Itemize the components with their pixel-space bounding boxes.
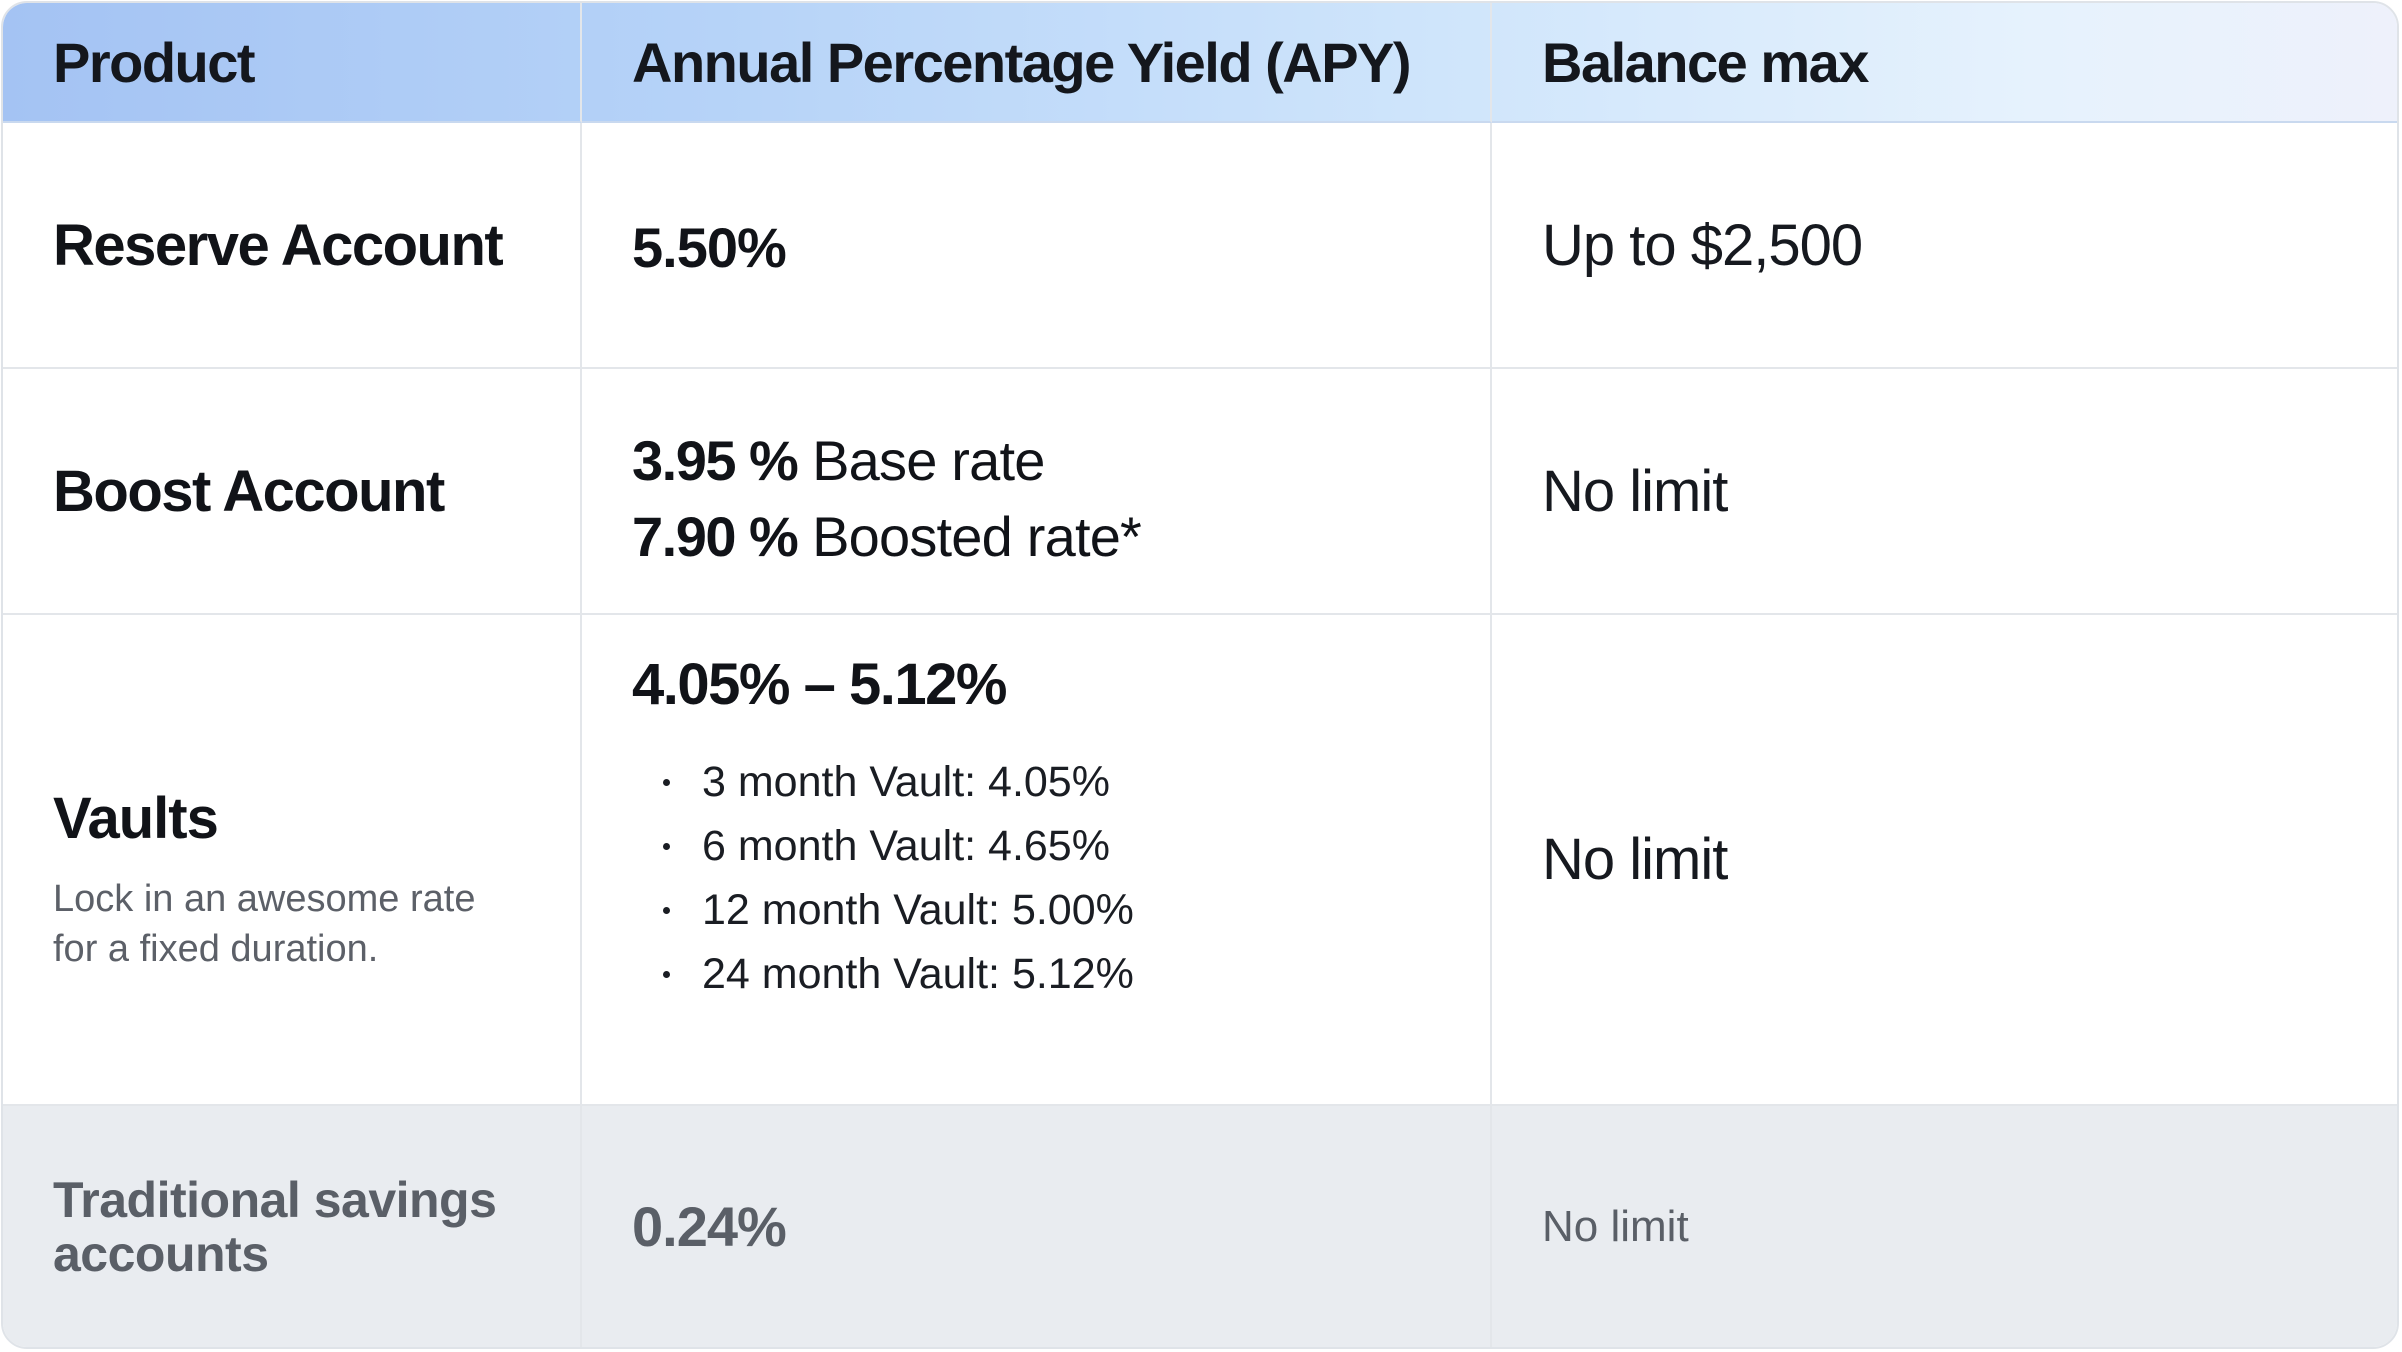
vault-list-item: 3 month Vault: 4.05% [632, 750, 1134, 814]
row-traditional-product-label: Traditional savings accounts [53, 1171, 497, 1282]
row-reserve-apy-cell: 5.50% [582, 123, 1492, 369]
row-vaults-apy-cell: 4.05% – 5.12% 3 month Vault: 4.05% 6 mon… [582, 615, 1492, 1106]
row-vaults-balance: No limit [1492, 615, 2397, 1106]
row-reserve-product: Reserve Account [3, 123, 582, 369]
header-apy: Annual Percentage Yield (APY) [582, 3, 1492, 123]
row-vaults-product-cell: Vaults Lock in an awesome rate for a fix… [3, 615, 582, 1106]
header-product: Product [3, 3, 582, 123]
row-boost-product: Boost Account [3, 369, 582, 615]
row-vaults-apy-range: 4.05% – 5.12% [632, 652, 1007, 717]
boost-boosted-line: 7.90 % Boosted rate* [632, 499, 1142, 575]
boost-base-line: 3.95 % Base rate [632, 423, 1141, 499]
row-traditional-apy: 0.24% [582, 1106, 1492, 1347]
row-traditional-balance: No limit [1492, 1106, 2397, 1347]
header-balance: Balance max [1492, 3, 2397, 123]
row-boost-balance: No limit [1492, 369, 2397, 615]
row-vaults-description: Lock in an awesome rate for a fixed dura… [53, 878, 476, 970]
row-vaults-product: Vaults [53, 786, 219, 851]
row-reserve-apy: 5.50% [632, 216, 787, 279]
row-traditional-product: Traditional savings accounts [3, 1106, 582, 1347]
row-reserve-balance: Up to $2,500 [1492, 123, 2397, 369]
vault-list-item: 6 month Vault: 4.65% [632, 814, 1134, 878]
vault-list-item: 12 month Vault: 5.00% [632, 878, 1134, 942]
vault-list-item: 24 month Vault: 5.12% [632, 942, 1134, 1006]
boost-boosted-label: Boosted rate* [812, 505, 1142, 568]
row-boost-apy-cell: 3.95 % Base rate 7.90 % Boosted rate* [582, 369, 1492, 615]
boost-base-value: 3.95 % [632, 429, 799, 492]
header-background [3, 3, 2397, 123]
vault-list: 3 month Vault: 4.05% 6 month Vault: 4.65… [632, 750, 1134, 1006]
boost-boosted-value: 7.90 % [632, 505, 799, 568]
boost-base-label: Base rate [812, 429, 1045, 492]
